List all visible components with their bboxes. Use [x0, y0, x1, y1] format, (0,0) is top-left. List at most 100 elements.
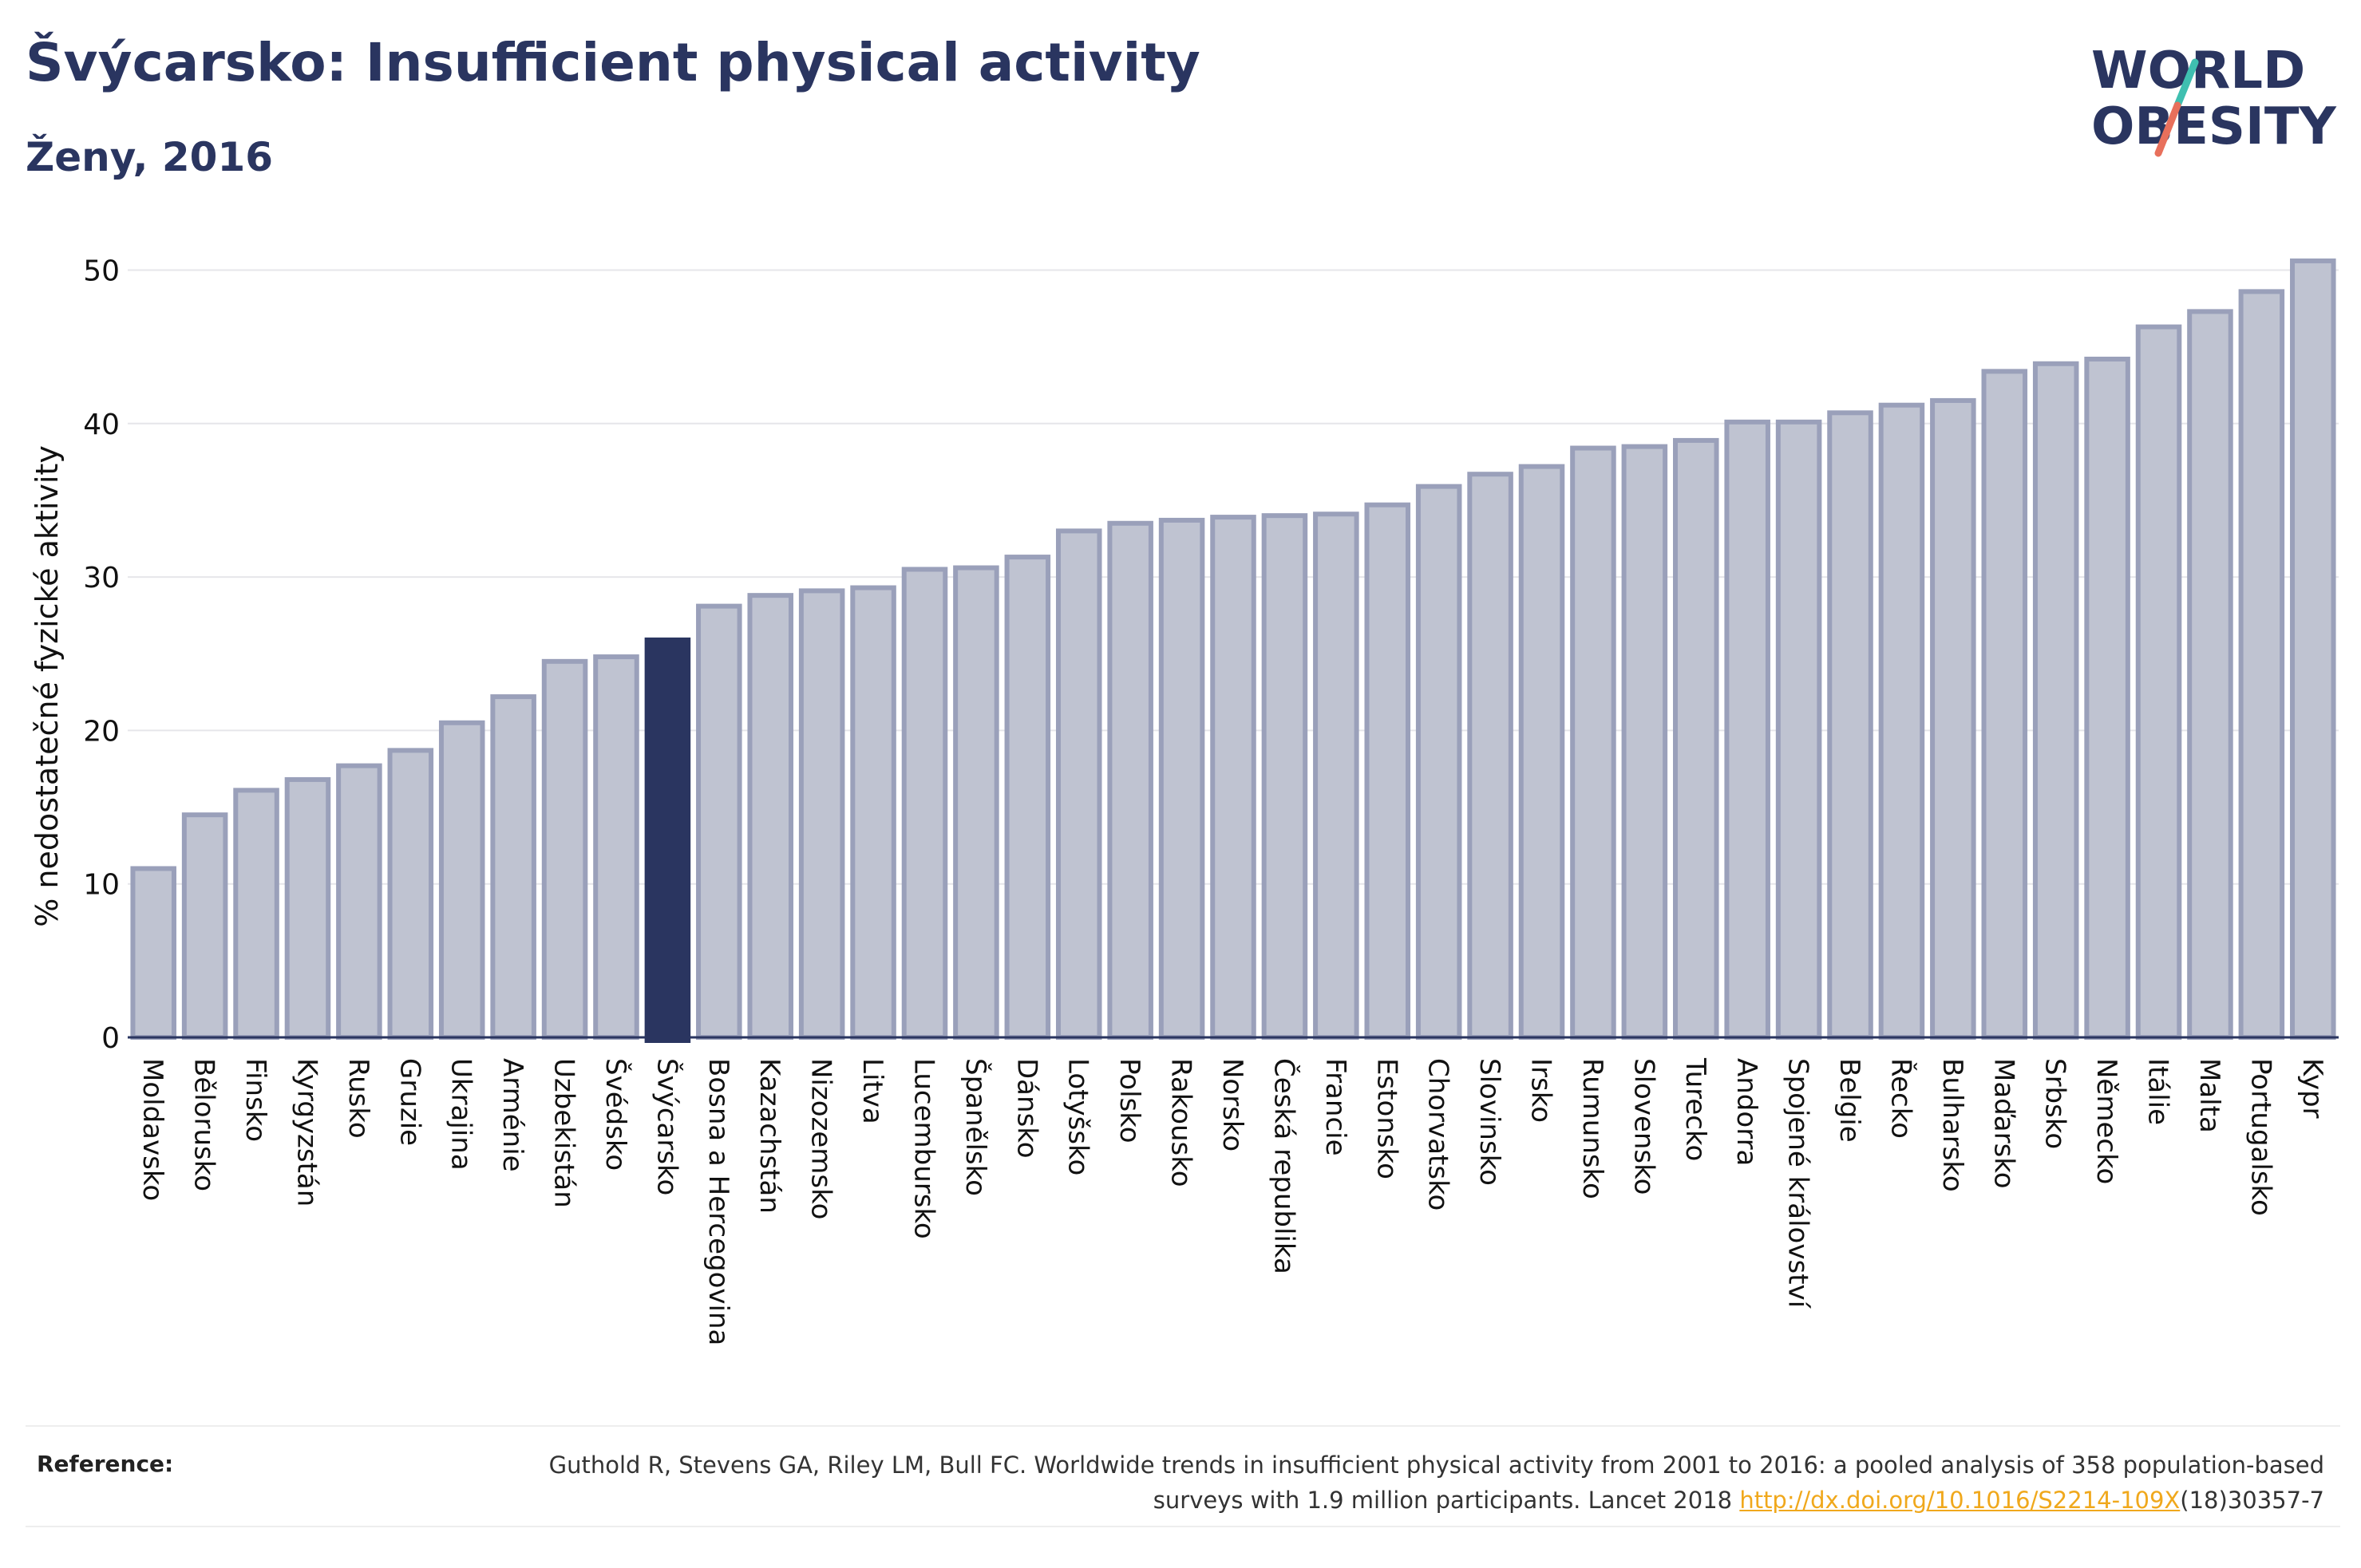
bar [1210, 515, 1256, 1040]
bar [181, 812, 228, 1041]
bars [130, 258, 2336, 1044]
bar [1981, 369, 2028, 1040]
bar [2084, 357, 2130, 1040]
logo-line2: OBESITY [2091, 97, 2336, 156]
x-tick-label: Chorvatsko [1422, 1058, 1454, 1211]
bar [284, 776, 331, 1041]
bar [336, 763, 382, 1040]
reference-bottom-rule [26, 1526, 2340, 1527]
x-tick-label: Itálie [2142, 1058, 2174, 1125]
reference-label: Reference: [37, 1451, 174, 1477]
x-tick-label: Kazachstán [753, 1058, 785, 1214]
y-tick-label: 10 [83, 869, 120, 902]
bar [1878, 402, 1925, 1040]
x-tick-label: Slovinsko [1473, 1058, 1505, 1186]
bar [1004, 555, 1051, 1040]
logo-slash-bottom [2154, 101, 2181, 157]
x-tick-label: Portugalsko [2244, 1058, 2276, 1216]
bar [490, 694, 536, 1040]
x-tick-label: Španělsko [959, 1058, 992, 1196]
x-tick-label: Andorra [1730, 1058, 1762, 1166]
bar [1827, 410, 1873, 1040]
reference-top-rule [26, 1425, 2340, 1427]
x-tick-label: Švédsko [599, 1058, 632, 1171]
x-tick-label: Dánsko [1010, 1058, 1042, 1159]
x-tick-label: Srbsko [2039, 1058, 2071, 1149]
bar [1518, 464, 1565, 1040]
bar [541, 658, 588, 1040]
x-tick-label: Švýcarsko [651, 1058, 683, 1195]
bar [2135, 324, 2182, 1041]
y-tick-label: 30 [83, 562, 120, 594]
x-tick-label: Česká republika [1268, 1058, 1300, 1274]
x-tick-label: Bělorusko [188, 1058, 220, 1191]
bar [696, 603, 742, 1040]
bar [1261, 513, 1308, 1040]
chart-title: Švýcarsko: Insufficient physical activit… [26, 32, 1200, 93]
reference-text: Guthold R, Stevens GA, Riley LM, Bull FC… [488, 1448, 2324, 1518]
reference-citation: Guthold R, Stevens GA, Riley LM, Bull FC… [548, 1451, 2324, 1514]
x-tick-label: Belgie [1833, 1058, 1865, 1143]
x-tick-label: Rakousko [1165, 1058, 1197, 1187]
x-tick-label: Lotyšsko [1062, 1058, 1094, 1175]
bar [1621, 444, 1668, 1040]
y-tick-label: 20 [83, 715, 120, 748]
x-tick-label: Slovensko [1627, 1058, 1659, 1195]
bar [1055, 528, 1102, 1040]
bar [1467, 472, 1513, 1040]
bar-highlight [644, 637, 691, 1044]
y-tick-label: 0 [101, 1022, 120, 1055]
x-tick-label: Francie [1319, 1058, 1351, 1156]
x-tick-label: Kypr [2296, 1058, 2328, 1119]
x-tick-label: Malta [2193, 1058, 2225, 1133]
y-tick-label: 40 [83, 409, 120, 441]
bar [438, 720, 485, 1040]
bar [2238, 289, 2285, 1040]
bar [233, 788, 279, 1041]
x-tick-label: Bosna a Hercegovina [702, 1058, 734, 1345]
x-tick-label: Lucembursko [908, 1058, 939, 1239]
bar [1364, 502, 1411, 1040]
bar [1107, 520, 1153, 1040]
bar [1930, 397, 1976, 1040]
chart-subtitle: Ženy, 2016 [26, 134, 274, 180]
bar [798, 588, 845, 1040]
bar [130, 866, 176, 1041]
x-tick-label: Nizozemsko [805, 1058, 837, 1219]
bar [2032, 361, 2079, 1040]
x-tick-label: Řecko [1884, 1058, 1917, 1139]
bar [901, 567, 948, 1040]
bar [1570, 445, 1616, 1040]
x-tick-label: Turecko [1679, 1057, 1711, 1161]
bar [2187, 309, 2233, 1040]
bar [593, 654, 639, 1040]
x-tick-label: Uzbekistán [548, 1058, 580, 1208]
bar [1158, 517, 1205, 1040]
bar [1673, 437, 1719, 1040]
reference-doi-link[interactable]: http://dx.doi.org/10.1016/S2214-109X [1739, 1487, 2181, 1514]
world-obesity-logo: WORLD OBESITY [2091, 41, 2336, 157]
bar [1313, 511, 1359, 1040]
bar [1775, 419, 1822, 1040]
x-tick-label: Rumunsko [1576, 1058, 1608, 1199]
y-axis-label: % nedostatečné fyzické aktivity [30, 445, 65, 927]
x-tick-label: Irsko [1525, 1058, 1557, 1123]
bar [747, 593, 793, 1040]
x-tick-label: Finsko [239, 1058, 271, 1142]
x-tick-label: Moldavsko [136, 1058, 168, 1201]
x-tick-label: Ukrajina [445, 1058, 477, 1171]
x-axis: Moldavsko Bělorusko Finsko Kyrgyzstán Rusko G… [128, 1036, 2339, 1345]
x-tick-label: Polsko [1113, 1058, 1145, 1143]
x-tick-label: Kyrgyzstán [291, 1058, 322, 1207]
bar-chart: 0 10 20 30 40 50 Moldavsko Bělorusko Finsko Kyrg… [30, 255, 2339, 1345]
x-tick-label: Spojené království [1782, 1058, 1814, 1309]
x-tick-label: Bulharsko [1936, 1058, 1968, 1192]
bar [953, 565, 999, 1040]
bar [2290, 258, 2336, 1040]
bar [850, 585, 896, 1040]
reference-doi-suffix: (18)30357-7 [2180, 1487, 2324, 1514]
x-tick-label: Arménie [496, 1058, 528, 1172]
x-tick-label: Maďarsko [1987, 1058, 2019, 1189]
bar [1415, 484, 1462, 1040]
x-tick-label: Gruzie [394, 1058, 425, 1146]
